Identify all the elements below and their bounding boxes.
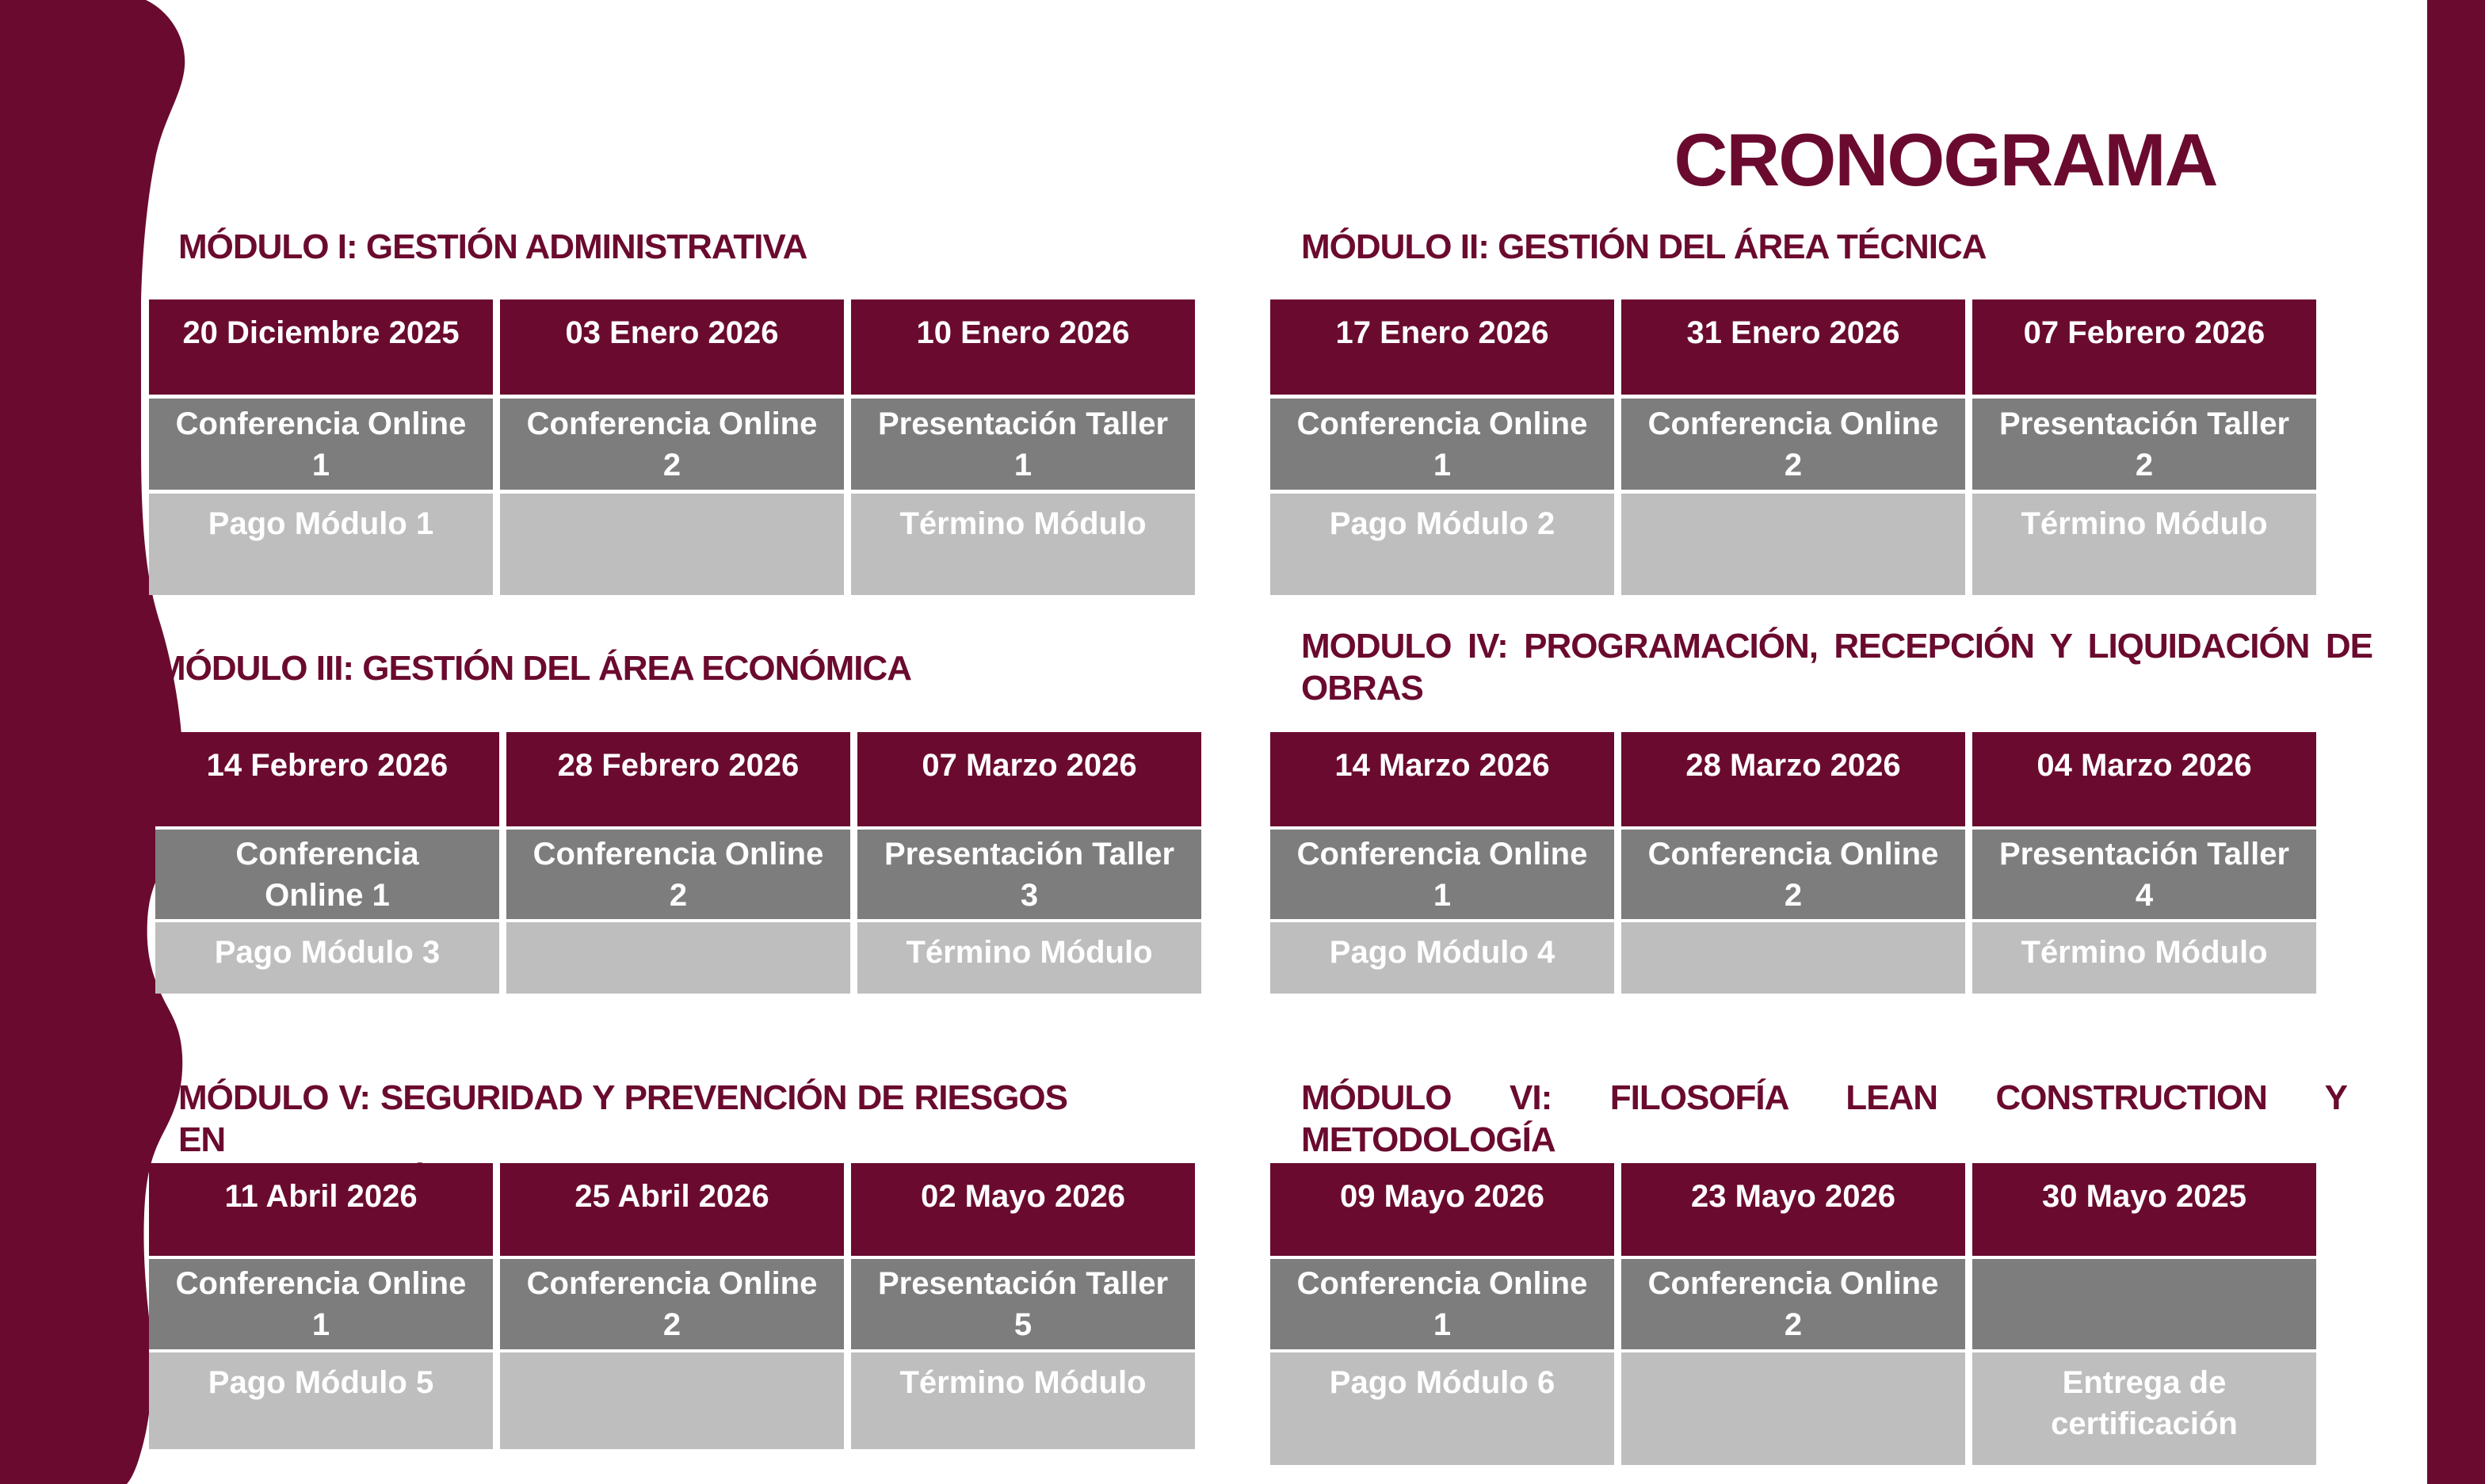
module-2-title: MÓDULO II: GESTIÓN DEL ÁREA TÉCNICA [1301,227,1987,266]
date-header-cell: 31 Enero 2026 [1621,299,1965,395]
date-header-cell: 30 Mayo 2025 [1972,1163,2316,1256]
milestone-cell [1621,1352,1965,1465]
milestone-cell: Pago Módulo 2 [1270,494,1614,595]
activity-cell: Conferencia Online 1 [1270,1259,1614,1349]
activity-cell: Conferencia Online 1 [1270,399,1614,490]
milestone-cell [500,494,844,595]
module-6-table: 09 Mayo 2026 23 Mayo 2026 30 Mayo 2025 C… [1270,1163,2316,1465]
module-1-title: MÓDULO I: GESTIÓN ADMINISTRATIVA [178,227,807,266]
milestone-cell [1621,494,1965,595]
date-header-cell: 07 Marzo 2026 [857,732,1201,826]
module-2-table: 17 Enero 2026 31 Enero 2026 07 Febrero 2… [1270,299,2316,595]
date-header-cell: 28 Febrero 2026 [506,732,850,826]
activity-cell: Conferencia Online 2 [506,830,850,919]
date-header-cell: 02 Mayo 2026 [851,1163,1195,1256]
activity-cell: Conferencia Online 2 [1621,830,1965,919]
activity-cell: Presentación Taller 2 [1972,399,2316,490]
sidebar-wave-decoration [0,0,185,1484]
date-header-cell: 28 Marzo 2026 [1621,732,1965,826]
milestone-cell [1621,922,1965,994]
milestone-cell: Término Módulo [857,922,1201,994]
activity-cell: Presentación Taller 3 [857,830,1201,919]
module-5-table: 11 Abril 2026 25 Abril 2026 02 Mayo 2026… [149,1163,1195,1449]
activity-cell: Conferencia Online 1 [149,1259,493,1349]
right-border-stripe [2427,0,2485,1484]
milestone-cell: Pago Módulo 5 [149,1352,493,1449]
module-1-table: 20 Diciembre 2025 03 Enero 2026 10 Enero… [149,299,1195,595]
milestone-cell: Pago Módulo 3 [155,922,499,994]
date-header-cell: 25 Abril 2026 [500,1163,844,1256]
activity-cell: Conferencia Online 1 [155,830,499,919]
page-title: CRONOGRAMA [1674,118,2219,201]
milestone-cell: Término Módulo [1972,494,2316,595]
activity-cell: Presentación Taller 5 [851,1259,1195,1349]
activity-cell: Conferencia Online 2 [1621,1259,1965,1349]
milestone-cell: Término Módulo [851,494,1195,595]
milestone-cell: Entrega de certificación [1972,1352,2316,1465]
module-4-title: MODULO IV: PROGRAMACIÓN, RECEPCIÓN Y LIQ… [1301,627,2373,708]
module-4-table: 14 Marzo 2026 28 Marzo 2026 04 Marzo 202… [1270,732,2316,994]
date-header-cell: 04 Marzo 2026 [1972,732,2316,826]
activity-cell: Conferencia Online 2 [500,1259,844,1349]
activity-cell: Conferencia Online 2 [1621,399,1965,490]
activity-cell: Conferencia Online 2 [500,399,844,490]
milestone-cell [500,1352,844,1449]
date-header-cell: 03 Enero 2026 [500,299,844,395]
milestone-cell: Pago Módulo 6 [1270,1352,1614,1465]
date-header-cell: 09 Mayo 2026 [1270,1163,1614,1256]
milestone-cell [506,922,850,994]
milestone-cell: Pago Módulo 1 [149,494,493,595]
date-header-cell: 10 Enero 2026 [851,299,1195,395]
module-3-title: MÓDULO III: GESTIÓN DEL ÁREA ECONÓMICA [157,649,912,688]
date-header-cell: 23 Mayo 2026 [1621,1163,1965,1256]
date-header-cell: 14 Marzo 2026 [1270,732,1614,826]
date-header-cell: 17 Enero 2026 [1270,299,1614,395]
milestone-cell: Término Módulo [851,1352,1195,1449]
date-header-cell: 20 Diciembre 2025 [149,299,493,395]
module-3-table: 14 Febrero 2026 28 Febrero 2026 07 Marzo… [155,732,1201,994]
date-header-cell: 14 Febrero 2026 [155,732,499,826]
activity-cell: Conferencia Online 1 [149,399,493,490]
activity-cell: Conferencia Online 1 [1270,830,1614,919]
date-header-cell: 07 Febrero 2026 [1972,299,2316,395]
date-header-cell: 11 Abril 2026 [149,1163,493,1256]
activity-cell [1972,1259,2316,1349]
milestone-cell: Pago Módulo 4 [1270,922,1614,994]
milestone-cell: Término Módulo [1972,922,2316,994]
activity-cell: Presentación Taller 1 [851,399,1195,490]
activity-cell: Presentación Taller 4 [1972,830,2316,919]
